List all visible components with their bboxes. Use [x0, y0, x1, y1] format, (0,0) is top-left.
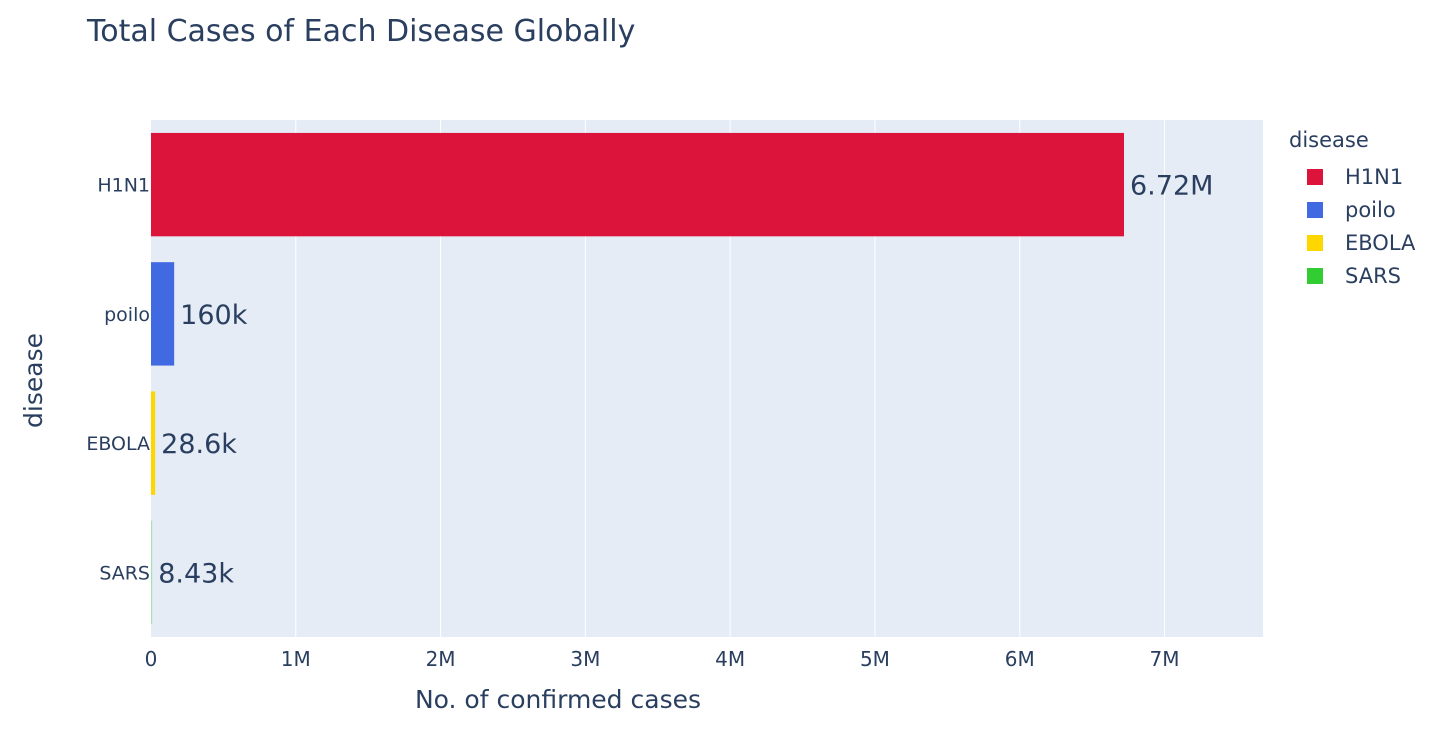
legend-swatch: [1307, 267, 1323, 284]
legend-label: poilo: [1345, 197, 1396, 222]
data-label: 8.43k: [158, 558, 234, 589]
x-tick-label: 2M: [426, 647, 456, 671]
x-tick-label: 7M: [1150, 647, 1180, 671]
y-tick-label: poilo: [104, 304, 150, 326]
legend[interactable]: disease H1N1 poilo EBOLA SARS: [1289, 128, 1415, 292]
bar-ebola: [151, 391, 156, 495]
y-axis-title: disease: [19, 333, 48, 428]
legend-item-h1n1[interactable]: H1N1: [1289, 160, 1415, 193]
x-tick-label: 1M: [281, 647, 311, 671]
x-tick-label: 3M: [570, 647, 600, 671]
legend-swatch: [1307, 168, 1323, 185]
legend-item-sars[interactable]: SARS: [1289, 259, 1415, 292]
data-label: 28.6k: [161, 429, 237, 460]
legend-item-ebola[interactable]: EBOLA: [1289, 226, 1415, 259]
bar-sars: [151, 520, 153, 625]
legend-swatch: [1307, 234, 1323, 251]
legend-items: H1N1 poilo EBOLA SARS: [1289, 160, 1415, 292]
x-axis-title: No. of confirmed cases: [415, 685, 701, 714]
legend-label: SARS: [1345, 263, 1402, 288]
chart-title: Total Cases of Each Disease Globally: [87, 14, 636, 49]
bar-h1n1: [151, 132, 1124, 237]
x-tick-label: 5M: [860, 647, 890, 671]
legend-label: H1N1: [1345, 164, 1404, 189]
x-tick-label: 4M: [715, 647, 745, 671]
x-tick-label: 6M: [1005, 647, 1035, 671]
legend-title: disease: [1289, 128, 1369, 152]
legend-swatch: [1307, 201, 1323, 218]
x-tick-label: 0: [145, 647, 158, 671]
data-label: 6.72M: [1130, 171, 1213, 202]
legend-item-poilo[interactable]: poilo: [1289, 193, 1415, 226]
bar-poilo: [151, 262, 175, 366]
y-tick-label: SARS: [99, 562, 150, 584]
y-tick-label: EBOLA: [86, 433, 150, 455]
legend-label: EBOLA: [1345, 230, 1416, 255]
y-tick-label: H1N1: [97, 175, 150, 197]
data-label: 160k: [180, 300, 248, 331]
